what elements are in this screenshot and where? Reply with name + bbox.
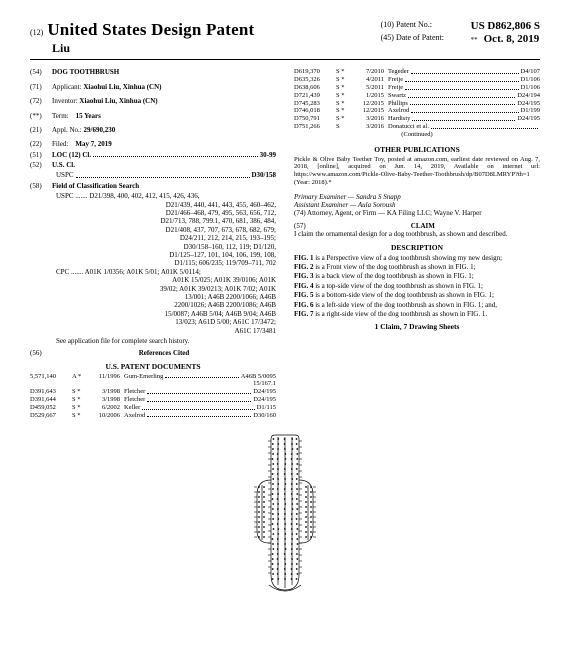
other-pub-text: Pickle & Olive Baby Teether Toy, posted …	[294, 156, 540, 187]
reference-row: 5,571,140A *11/1996Gum-EmerlingA46B 5/00…	[30, 373, 276, 381]
description-line: FIG. 6 is a left-side view of the dog to…	[294, 301, 540, 309]
description-line: FIG. 5 is a bottom-side view of the dog …	[294, 291, 540, 299]
label-72: Inventor:	[52, 97, 78, 105]
code-22: (22)	[30, 140, 52, 148]
assistant-examiner: Assistant Examiner — Aula Soroush	[294, 201, 540, 209]
val-22: May 7, 2019	[75, 140, 111, 148]
label-52: U.S. Cl.	[52, 161, 75, 169]
patent-no-label: (10) Patent No.:	[381, 20, 471, 33]
description-line: FIG. 7 is a right-side view of the dog t…	[294, 310, 540, 318]
patent-header: (12) United States Design Patent Liu (10…	[30, 20, 540, 60]
code-51: (51)	[30, 151, 52, 159]
reference-row: D751,266S3/2016Donatucci et al.	[294, 123, 540, 131]
claim-text: I claim the ornamental design for a dog …	[294, 230, 540, 238]
uspc-search-line: D21/713, 788, 799.1, 470, 681, 386, 484,	[30, 217, 276, 225]
val-72: Xiaohui Liu, Xinhua (CN)	[79, 97, 157, 105]
val-term: 15 Years	[76, 112, 101, 120]
right-column: D619,370S *7/2010TegederD4/107D635,326S …	[294, 68, 540, 419]
uspc-search-line: D21/408, 437, 707, 673, 678, 682, 679;	[30, 226, 276, 234]
primary-examiner: Primary Examiner — Sandra S Snapp	[294, 193, 540, 201]
claim-count: 1 Claim, 7 Drawing Sheets	[294, 322, 540, 331]
cpc-search-line: A01K 15/025; A01K 39/0106; A01K	[30, 276, 276, 284]
code-72: (72)	[30, 97, 52, 105]
cpc-search: CPC ....... A01K 1/0356; A01K 5/01; A01K…	[30, 268, 276, 276]
code-term: (**)	[30, 112, 52, 120]
label-term: Term:	[52, 112, 69, 120]
uspc-search-line: D1/125–127, 101, 104, 106, 199, 108,	[30, 251, 276, 259]
cpc-search-line: 13/023; A61D 5/00; A61C 17/3472;	[30, 318, 276, 326]
header-code-12: (12)	[30, 28, 43, 37]
uspc-search-line: D30/158–160, 112, 119; D1/120,	[30, 243, 276, 251]
description-line: FIG. 3 is a back view of the dog toothbr…	[294, 272, 540, 280]
label-56: References Cited	[139, 349, 190, 357]
code-54: (54)	[30, 68, 52, 76]
patent-date-label: (45) Date of Patent:	[381, 33, 471, 46]
attorney: (74) Attorney, Agent, or Firm — KA Filin…	[294, 209, 540, 217]
label-71: Applicant:	[52, 83, 82, 91]
uspc-search-line: D24/211, 212, 214, 215, 193–195;	[30, 234, 276, 242]
body-columns: (54) DOG TOOTHBRUSH (71) Applicant: Xiao…	[30, 68, 540, 419]
code-56: (56)	[30, 349, 52, 357]
other-pub-title: OTHER PUBLICATIONS	[294, 145, 540, 154]
patent-date: Oct. 8, 2019	[484, 33, 540, 46]
toothbrush-icon	[215, 425, 355, 595]
code-71: (71)	[30, 83, 52, 91]
header-right: (10) Patent No.: US D862,806 S (45) Date…	[381, 20, 540, 45]
patent-figure	[30, 425, 540, 595]
reference-row: D529,667S *10/2006AxelrodD30/160	[30, 412, 276, 420]
code-21: (21)	[30, 126, 52, 134]
label-21: Appl. No.:	[52, 126, 82, 134]
label-51: LOC (12) Cl.	[52, 151, 91, 159]
code-58: (58)	[30, 182, 52, 190]
continued: (Continued)	[294, 131, 540, 139]
val-51: 30-99	[260, 151, 276, 159]
cpc-search-line: 13/001; A46B 2200/1066; A46B	[30, 293, 276, 301]
claim-heading: CLAIM	[411, 222, 435, 230]
uspc-label: USPC	[56, 171, 74, 179]
cpc-search-line: 15/0087; A46B 5/04; A46B 9/04; A46B	[30, 310, 276, 318]
see-file: See application file for complete search…	[30, 337, 276, 345]
code-52: (52)	[30, 161, 52, 169]
us-docs-title: U.S. PATENT DOCUMENTS	[30, 362, 276, 371]
label-58: Field of Classification Search	[52, 182, 139, 190]
description-line: FIG. 1 is a Perspective view of a dog to…	[294, 254, 540, 262]
code-57: (57)	[294, 222, 306, 230]
title-54: DOG TOOTHBRUSH	[52, 68, 119, 76]
cpc-search-line: A61C 17/3481	[30, 327, 276, 335]
uspc-val: D30/158	[252, 171, 277, 179]
val-71: Xiaohui Liu, Xinhua (CN)	[83, 83, 161, 91]
header-title: United States Design Patent	[47, 20, 254, 40]
patent-no: US D862,806 S	[471, 20, 540, 33]
cpc-search-line: 2200/1026; A46B 2200/1086; A46B	[30, 301, 276, 309]
uspc-search-line: D21/466–468, 479, 495, 563, 656, 712,	[30, 209, 276, 217]
description-line: FIG. 4 is a top-side view of the dog too…	[294, 282, 540, 290]
label-22: Filed:	[52, 140, 68, 148]
date-star: **	[471, 36, 478, 49]
left-column: (54) DOG TOOTHBRUSH (71) Applicant: Xiao…	[30, 68, 276, 419]
description-line: FIG. 2 is a Front view of the dog toothb…	[294, 263, 540, 271]
header-surname: Liu	[30, 42, 375, 56]
uspc-search-line: D1/115; 606/235; 119/709–711, 702	[30, 259, 276, 267]
description-heading: DESCRIPTION	[294, 243, 540, 252]
val-21: 29/690,230	[84, 126, 116, 134]
cpc-search-line: 39/02; A01K 39/0213; A01K 7/02; A01K	[30, 285, 276, 293]
uspc-search: USPC ....... D21/398, 400, 402, 412, 415…	[30, 192, 276, 200]
uspc-search-line: D21/439, 440, 441, 443, 455, 460–462,	[30, 201, 276, 209]
